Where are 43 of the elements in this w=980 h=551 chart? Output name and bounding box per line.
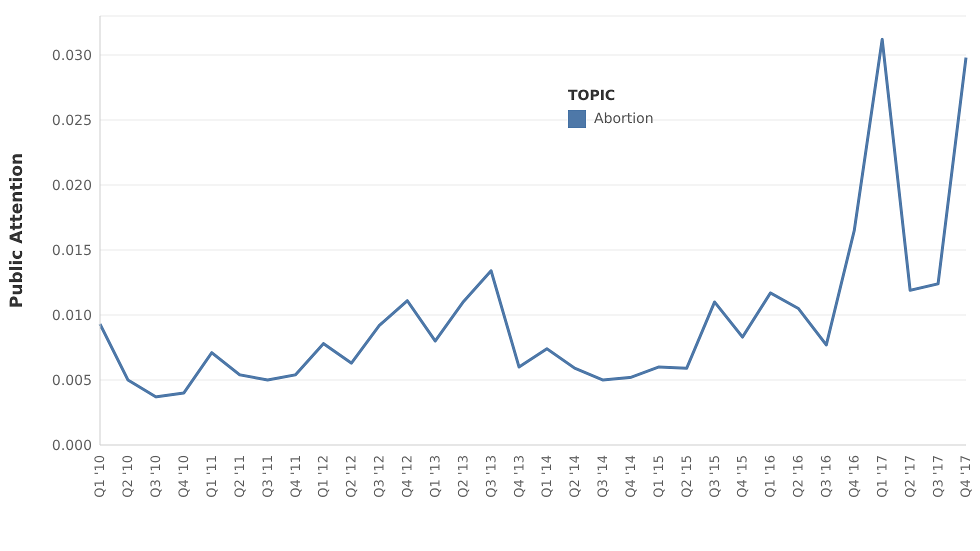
x-tick-label: Q3 '12 [372,455,388,498]
x-tick-label: Q3 '16 [820,455,835,498]
x-tick-label: Q2 '15 [680,455,695,498]
x-tick-label: Q2 '13 [456,455,472,498]
y-tick-label: 0.000 [52,438,92,454]
y-tick-label: 0.015 [52,242,92,259]
y-tick-label: 0.010 [52,308,92,324]
y-tick-label: 0.020 [52,178,92,194]
x-tick-label: Q1 '12 [316,455,332,498]
x-tick-label: Q4 '14 [624,455,640,498]
x-tick-label: Q4 '11 [288,455,304,498]
x-tick-label: Q1 '10 [93,455,108,498]
x-tick-label: Q2 '17 [903,455,918,498]
x-tick-label: Q4 '16 [847,455,862,498]
x-tick-label: Q2 '12 [344,455,360,498]
x-tick-label: Q3 '13 [484,455,500,498]
y-tick-label: 0.005 [52,372,92,389]
legend-label: Abortion [594,111,654,127]
x-tick-label: Q1 '16 [764,455,779,498]
y-axis-title: Public Attention [7,152,28,308]
y-tick-label: 0.025 [52,112,92,129]
x-tick-label: Q1 '13 [428,455,444,498]
x-tick-label: Q3 '17 [931,455,946,498]
x-tick-label: Q4 '15 [736,455,751,498]
x-tick-label: Q2 '16 [792,455,807,498]
x-tick-label: Q4 '17 [959,455,974,498]
x-tick-label: Q1 '15 [652,455,667,498]
x-tick-label: Q3 '10 [149,455,164,498]
x-tick-label: Q3 '15 [708,455,723,498]
x-tick-label: Q1 '14 [540,455,556,498]
x-tick-label: Q2 '10 [121,455,136,498]
x-tick-label: Q1 '11 [204,455,220,498]
x-tick-label: Q2 '11 [232,455,248,498]
x-tick-label: Q4 '12 [400,455,416,498]
legend-title: TOPIC [568,88,616,104]
x-tick-label: Q4 '10 [177,455,192,498]
x-tick-label: Q3 '14 [596,455,612,498]
x-tick-label: Q4 '13 [512,455,528,498]
y-tick-label: 0.030 [52,48,92,64]
x-tick-label: Q1 '17 [875,455,890,498]
x-tick-label: Q3 '11 [260,455,276,498]
x-tick-label: Q2 '14 [568,455,584,498]
line-series [98,38,968,398]
